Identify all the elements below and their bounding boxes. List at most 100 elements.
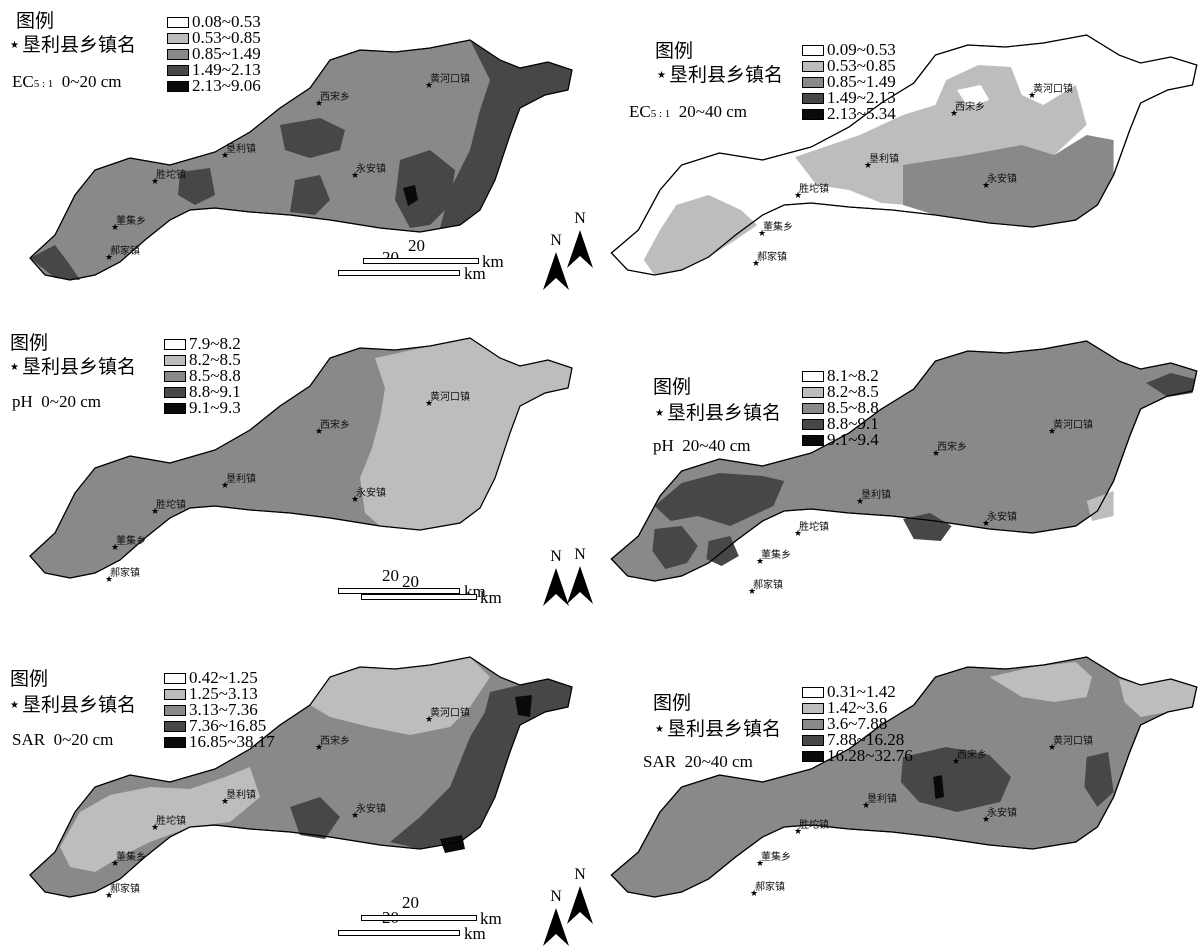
legend-class-label: 8.8~9.1: [189, 382, 241, 401]
town-star-icon: ★: [111, 859, 120, 869]
class-region: [933, 775, 945, 799]
town-star-icon: ★: [1048, 743, 1057, 753]
town-label: 永安镇: [987, 512, 1017, 523]
legend-class-row: 9.1~9.4: [802, 430, 879, 449]
class-region: [1084, 752, 1114, 807]
legend-swatch: [164, 386, 186, 398]
town-label: 胜坨镇: [799, 522, 829, 533]
town-label: 垦利镇: [869, 154, 899, 165]
town-label: 黄河口镇: [1053, 420, 1093, 431]
town-star-icon: ★: [1028, 91, 1037, 101]
legend-class-label: 16.85~38.17: [189, 732, 275, 751]
town-star-icon: ★: [351, 171, 360, 181]
town-label: 永安镇: [987, 174, 1017, 185]
town-label: 郝家镇: [110, 246, 140, 257]
legend-swatch: [802, 702, 824, 714]
scale-value: 20: [402, 893, 419, 912]
legend-swatch: [167, 32, 189, 44]
north-arrow-shape: [543, 908, 569, 946]
town-label: 永安镇: [356, 488, 386, 499]
legend-class-label: 9.1~9.4: [827, 430, 879, 449]
class-region: [290, 175, 330, 215]
legend-title: 图例: [10, 332, 49, 354]
scale-bar: [361, 594, 477, 600]
town-label: 董集乡: [761, 550, 791, 561]
map-panel: ★ 黄河口镇 ★ 西宋乡 ★ 垦利镇 ★ 永安镇 ★ 胜坨镇 ★ 董集乡 ★ 郝家镇 图例 ★ 垦利县乡镇名 EC…: [599, 0, 1198, 316]
town-star-icon: ★: [105, 891, 114, 901]
legend-town-entry: ★ 垦利县乡镇名: [655, 398, 781, 425]
variable-label: SAR 20~40 cm: [643, 752, 753, 772]
legend-town-label: 垦利县乡镇名: [666, 718, 781, 740]
legend-class-label: 7.88~16.28: [827, 730, 905, 749]
legend-swatch: [802, 750, 824, 762]
legend-town-entry: ★ 垦利县乡镇名: [10, 352, 136, 379]
town-label: 黄河口镇: [1033, 84, 1073, 95]
class-region: [654, 473, 785, 526]
town-label: 董集乡: [116, 852, 146, 863]
town-star-icon: ★: [105, 575, 114, 585]
town-star-icon: ★: [982, 519, 991, 529]
north-arrow-icon: N: [566, 866, 594, 930]
county-map: [610, 656, 1198, 898]
class-region: [440, 835, 465, 853]
class-region: [643, 195, 758, 275]
north-arrow-shape: [567, 230, 593, 268]
legend-class-row: 2.13~5.34: [802, 105, 896, 122]
legend-swatch: [164, 704, 186, 716]
town-label: 垦利镇: [226, 144, 256, 155]
town-label: 胜坨镇: [799, 184, 829, 195]
class-region: [280, 118, 345, 158]
class-region: [989, 662, 1092, 702]
legend-title: 图例: [10, 668, 49, 690]
legend-class-row: 1.25~3.13: [164, 685, 275, 702]
legend-class-row: 0.31~1.42: [802, 683, 913, 700]
class-region: [903, 513, 952, 541]
scale-bar: [363, 258, 479, 264]
legend-class-row: 8.2~8.5: [802, 383, 879, 400]
town-label: 董集乡: [116, 216, 146, 227]
scale-unit: km: [464, 264, 486, 283]
map-panel: ★ 黄河口镇 ★ 西宋乡 ★ 垦利镇 ★ 永安镇 ★ 胜坨镇 ★ 董集乡 ★ 郝家镇 图例 ★ 垦利县乡镇名 SA…: [0, 632, 599, 948]
town-star-icon: ★: [425, 715, 434, 725]
town-star-icon: ★: [105, 253, 114, 263]
town-label: 垦利镇: [226, 790, 256, 801]
class-region: [30, 245, 80, 280]
town-star-icon: ★: [794, 827, 803, 837]
class-region: [395, 150, 455, 228]
legend-class-label: 0.85~1.49: [827, 72, 896, 91]
legend-town-label: 垦利县乡镇名: [21, 694, 136, 716]
legend-classes: 0.42~1.25 1.25~3.13 3.13~7.36 7.36~16.85 16.…: [164, 669, 275, 751]
scale-unit: km: [480, 588, 502, 607]
legend-class-label: 2.13~9.06: [192, 76, 261, 95]
town-label: 垦利镇: [867, 794, 897, 805]
town-label: 垦利镇: [861, 490, 891, 501]
town-star-icon: ★: [315, 99, 324, 109]
town-label: 胜坨镇: [799, 820, 829, 831]
legend-title: 图例: [653, 692, 692, 714]
legend-class-label: 7.9~8.2: [189, 334, 241, 353]
county-map: [610, 34, 1198, 276]
star-icon: ★: [655, 724, 664, 735]
legend-class-label: 1.49~2.13: [192, 60, 261, 79]
legend-swatch: [167, 16, 189, 28]
scale-value: 20: [382, 566, 399, 585]
legend-class-label: 7.36~16.85: [189, 716, 267, 735]
town-star-icon: ★: [351, 811, 360, 821]
variable-label: EC5 : 1 20~40 cm: [629, 102, 747, 122]
town-star-icon: ★: [221, 797, 230, 807]
legend-class-row: 3.6~7.88: [802, 715, 913, 732]
legend-swatch: [164, 672, 186, 684]
legend-class-row: 8.5~8.8: [802, 399, 879, 416]
town-star-icon: ★: [748, 587, 757, 597]
town-star-icon: ★: [756, 859, 765, 869]
legend-swatch: [167, 80, 189, 92]
variable-label: pH 0~20 cm: [12, 392, 101, 412]
class-region: [360, 338, 572, 530]
legend-class-row: 8.8~9.1: [802, 415, 879, 432]
county-border: [610, 340, 1198, 582]
legend-swatch: [164, 736, 186, 748]
legend-class-label: 8.1~8.2: [827, 366, 879, 385]
legend-class-label: 0.53~0.85: [192, 28, 261, 47]
town-star-icon: ★: [315, 427, 324, 437]
town-label: 黄河口镇: [1053, 736, 1093, 747]
